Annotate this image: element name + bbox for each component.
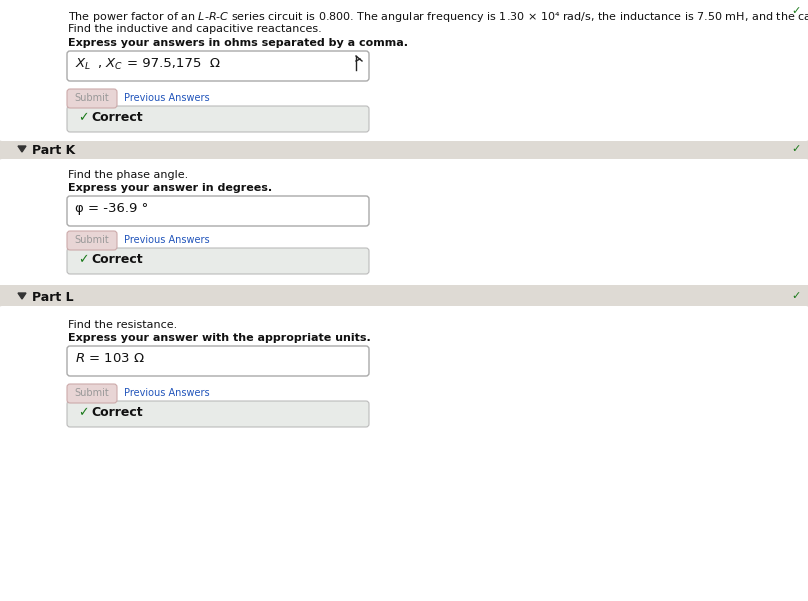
Text: Express your answer with the appropriate units.: Express your answer with the appropriate… xyxy=(68,333,371,343)
Text: ✓: ✓ xyxy=(791,144,801,154)
Text: $R$ = 103 Ω: $R$ = 103 Ω xyxy=(75,352,145,365)
Text: ✓: ✓ xyxy=(791,291,801,301)
Text: ✓: ✓ xyxy=(78,253,89,266)
Text: Correct: Correct xyxy=(91,406,143,419)
FancyBboxPatch shape xyxy=(67,248,369,274)
Text: φ = -36.9 °: φ = -36.9 ° xyxy=(75,202,148,215)
Text: Express your answers in ohms separated by a comma.: Express your answers in ohms separated b… xyxy=(68,38,408,48)
Text: Previous Answers: Previous Answers xyxy=(124,388,209,398)
FancyBboxPatch shape xyxy=(0,306,808,601)
Bar xyxy=(0,285,808,307)
Text: Part K: Part K xyxy=(32,144,75,157)
Text: , $X_C$: , $X_C$ xyxy=(97,57,123,72)
Text: Part L: Part L xyxy=(32,291,74,304)
Text: Previous Answers: Previous Answers xyxy=(124,93,209,103)
Text: ✓: ✓ xyxy=(791,6,801,16)
FancyBboxPatch shape xyxy=(67,231,117,250)
FancyBboxPatch shape xyxy=(0,159,808,286)
FancyBboxPatch shape xyxy=(67,196,369,226)
Text: $X_L$: $X_L$ xyxy=(75,57,91,72)
Text: Submit: Submit xyxy=(74,235,109,245)
Text: ✓: ✓ xyxy=(78,406,89,419)
Text: Previous Answers: Previous Answers xyxy=(124,235,209,245)
Text: Find the resistance.: Find the resistance. xyxy=(68,320,177,330)
FancyBboxPatch shape xyxy=(0,0,808,141)
FancyBboxPatch shape xyxy=(67,384,117,403)
FancyBboxPatch shape xyxy=(67,401,369,427)
FancyBboxPatch shape xyxy=(67,51,369,81)
Text: Express your answer in degrees.: Express your answer in degrees. xyxy=(68,183,272,193)
FancyBboxPatch shape xyxy=(67,346,369,376)
Text: The power factor of an $L$-$R$-$C$ series circuit is 0.800. The angular frequenc: The power factor of an $L$-$R$-$C$ serie… xyxy=(68,10,808,24)
Text: Correct: Correct xyxy=(91,253,143,266)
Text: = 97.5,175  Ω: = 97.5,175 Ω xyxy=(127,57,220,70)
Bar xyxy=(0,138,808,160)
Text: Correct: Correct xyxy=(91,111,143,124)
Text: Find the inductive and capacitive reactances.: Find the inductive and capacitive reacta… xyxy=(68,24,322,34)
Text: Submit: Submit xyxy=(74,388,109,398)
Text: Find the phase angle.: Find the phase angle. xyxy=(68,170,188,180)
FancyBboxPatch shape xyxy=(67,89,117,108)
Text: ✓: ✓ xyxy=(78,111,89,124)
Text: Submit: Submit xyxy=(74,93,109,103)
Polygon shape xyxy=(18,146,26,152)
Polygon shape xyxy=(18,293,26,299)
FancyBboxPatch shape xyxy=(67,106,369,132)
